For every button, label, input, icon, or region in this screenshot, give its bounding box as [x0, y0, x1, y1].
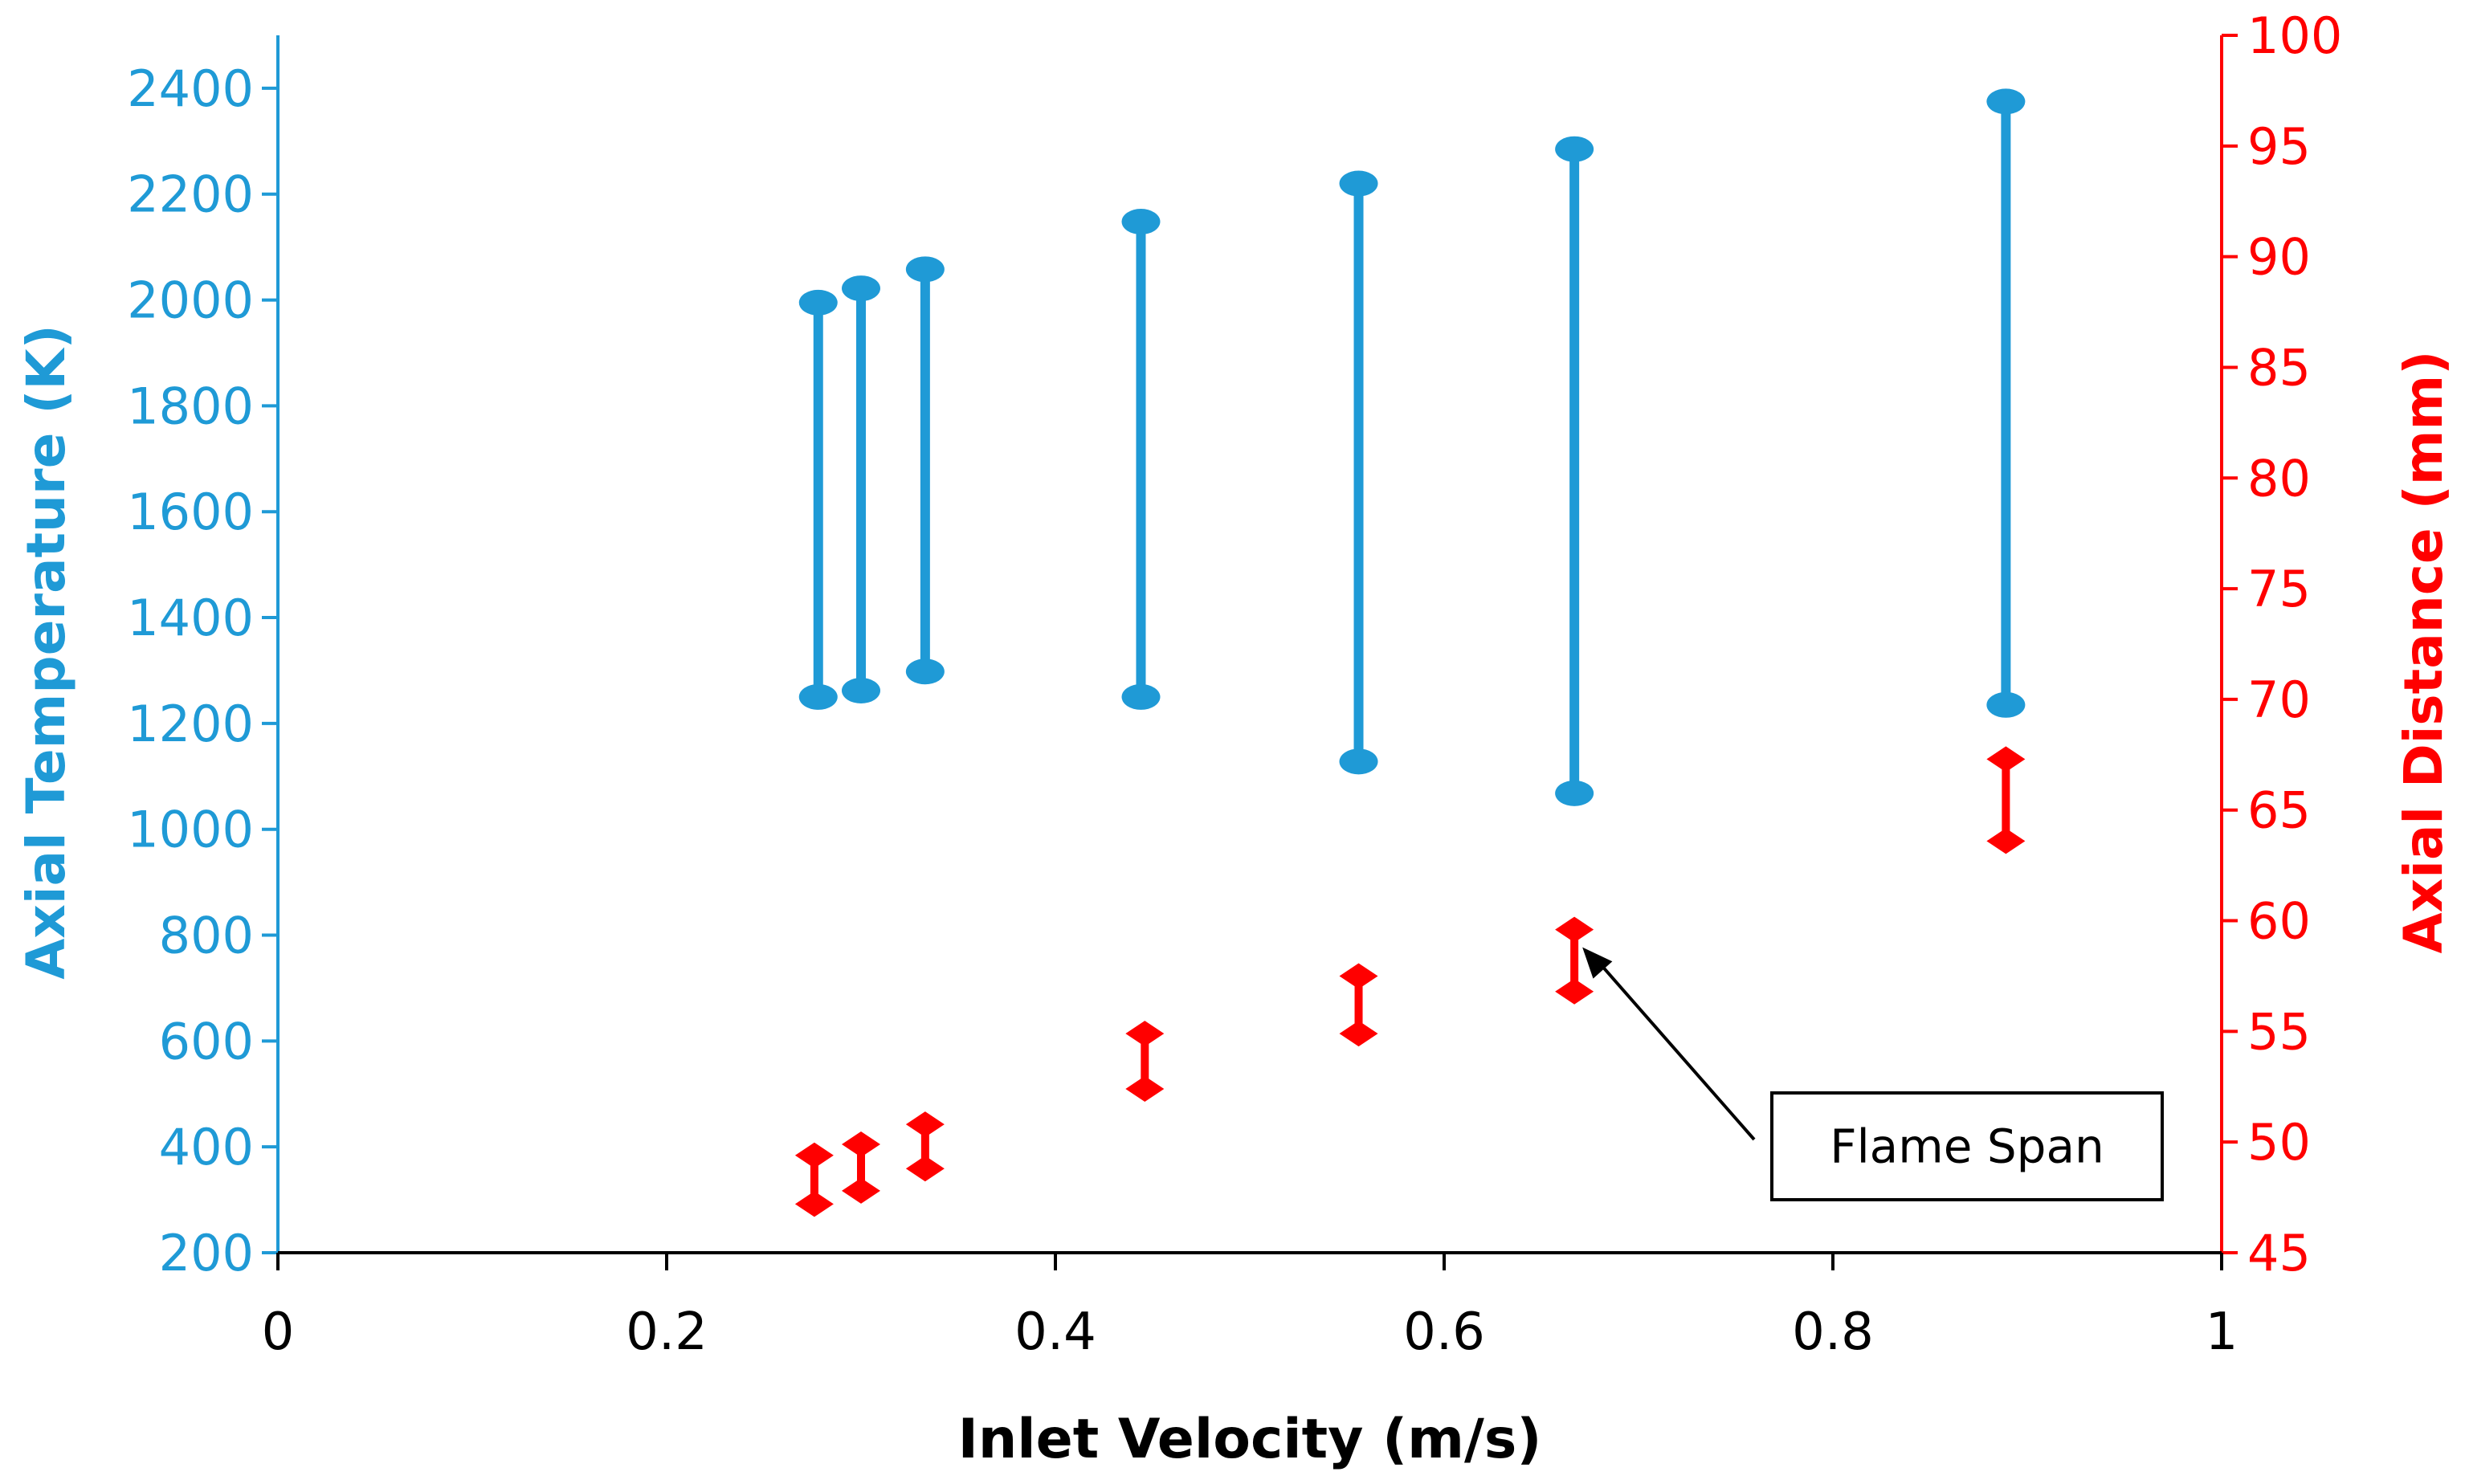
left-tick-label: 400: [159, 1118, 254, 1176]
distance-high-point: [1555, 916, 1594, 943]
temperature-low-point: [1555, 780, 1594, 806]
annotation-label: Flame Span: [1830, 1119, 2104, 1174]
right-tick-label: 90: [2247, 228, 2311, 287]
right-tick-label: 55: [2247, 1002, 2311, 1061]
left-tick-label: 1200: [127, 695, 254, 753]
distance-high-point: [905, 1111, 945, 1138]
x-tick-label: 0.2: [626, 1303, 708, 1362]
x-tick-label: 0.8: [1792, 1303, 1874, 1362]
right-tick-label: 70: [2247, 671, 2311, 729]
left-tick-label: 2000: [127, 271, 254, 330]
left-tick-label: 1800: [127, 377, 254, 435]
temperature-high-point: [798, 289, 838, 316]
right-tick-label: 50: [2247, 1113, 2311, 1172]
temperature-low-point: [905, 658, 945, 685]
right-tick-label: 80: [2247, 449, 2311, 508]
right-tick-label: 45: [2247, 1224, 2311, 1282]
temperature-low-point: [798, 683, 838, 710]
right-tick-label: 100: [2247, 6, 2342, 65]
temperature-high-point: [1339, 170, 1378, 197]
x-axis-title: Inlet Velocity (m/s): [958, 1408, 1542, 1471]
x-tick-label: 0.6: [1403, 1303, 1485, 1362]
x-tick-label: 1: [2206, 1303, 2238, 1362]
distance-low-point: [1555, 978, 1594, 1005]
axes: [276, 35, 2223, 1254]
right-tick-label: 75: [2247, 560, 2311, 618]
annotation-arrow-line: [1595, 959, 1756, 1141]
temperature-high-point: [1555, 136, 1594, 162]
left-tick-label: 200: [159, 1224, 254, 1282]
temperature-high-point: [1986, 88, 2026, 115]
right-tick-label: 60: [2247, 892, 2311, 951]
annotation: Flame Span: [1582, 947, 2164, 1201]
distance-low-point: [905, 1156, 945, 1182]
distance-high-point: [1339, 963, 1378, 989]
left-tick-label: 1600: [127, 483, 254, 541]
temperature-low-point: [842, 678, 880, 704]
distance-high-point: [842, 1131, 880, 1157]
temperature-low-point: [1121, 683, 1161, 710]
left-tick-label: 2200: [127, 165, 254, 224]
right-tick-label: 95: [2247, 117, 2311, 176]
distance-low-point: [1339, 1021, 1378, 1047]
temperature-high-point: [1121, 209, 1161, 235]
distance-low-point: [794, 1191, 834, 1217]
distance-low-point: [842, 1177, 880, 1204]
right-tick-label: 65: [2247, 781, 2311, 840]
temperature-series: [798, 88, 2026, 806]
temperature-high-point: [842, 275, 880, 302]
distance-high-point: [1986, 746, 2026, 773]
annotation-arrow-head: [1582, 947, 1613, 979]
left-tick-label: 1000: [127, 801, 254, 859]
distance-high-point: [1125, 1021, 1165, 1047]
temperature-high-point: [905, 256, 945, 283]
left-tick-label: 2400: [127, 59, 254, 118]
distance-low-point: [1125, 1076, 1165, 1103]
distance-series: [794, 746, 2026, 1217]
x-tick-label: 0: [262, 1303, 295, 1362]
left-tick-label: 800: [159, 907, 254, 965]
right-axis-title: Axial Distance (mm): [2393, 351, 2455, 954]
x-tick-label: 0.4: [1014, 1303, 1096, 1362]
left-tick-label: 1400: [127, 589, 254, 647]
temperature-low-point: [1339, 748, 1378, 775]
distance-high-point: [794, 1142, 834, 1168]
distance-low-point: [1986, 828, 2026, 854]
annotation-box: [1770, 1091, 2164, 1201]
left-axis-title: Axial Temperature (K): [15, 324, 77, 980]
left-tick-label: 600: [159, 1012, 254, 1070]
ticks: 2004006008001000120014001600180020002200…: [127, 6, 2342, 1362]
right-tick-label: 85: [2247, 338, 2311, 397]
temperature-low-point: [1986, 691, 2026, 718]
